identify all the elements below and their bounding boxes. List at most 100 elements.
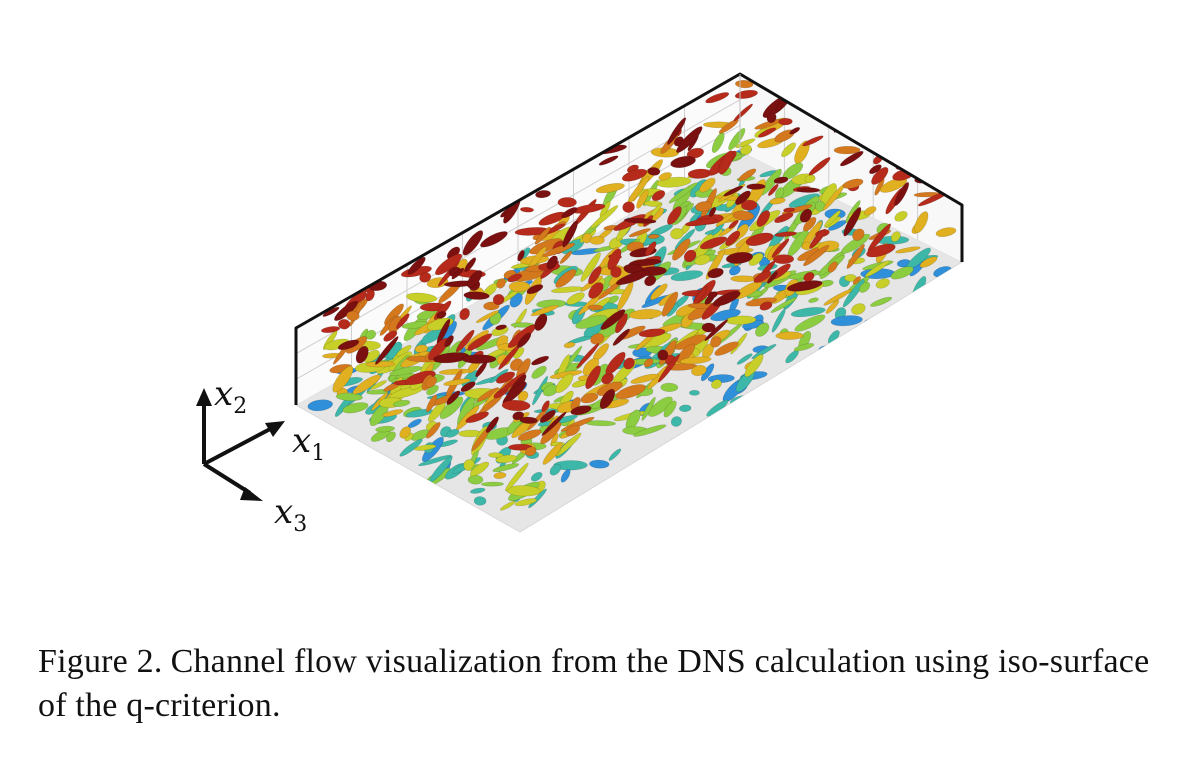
vortex-tube (466, 270, 483, 288)
vortex-tube (638, 328, 666, 338)
vortex-tube (808, 297, 819, 303)
vortex-tube (530, 471, 543, 482)
vortex-tube (542, 442, 563, 465)
vortex-tube (701, 322, 716, 333)
vortex-tube (714, 341, 739, 356)
vortex-tube (668, 182, 698, 204)
vortex-tube (605, 351, 626, 375)
vortex-tube (789, 127, 801, 135)
vortex-tube (833, 145, 861, 155)
vortex-tube (772, 254, 795, 265)
axis-x1-arrow (203, 426, 273, 466)
vortex-tube (676, 343, 696, 364)
vortex-tube (769, 197, 786, 205)
vortex-tube (818, 344, 839, 356)
axis-x3-arrowhead (240, 487, 263, 501)
vortex-tube (588, 282, 604, 299)
vortex-tube (767, 271, 778, 284)
channel-flow-visualization: x2 x1 x3 (196, 72, 964, 537)
vortex-tube (495, 371, 516, 384)
vortex-tube (741, 199, 758, 211)
vortex-tube (753, 270, 772, 283)
vortex-tube (718, 150, 734, 175)
vortex-tube (419, 272, 432, 283)
vortex-tube (705, 92, 730, 104)
vortex-tube (676, 126, 703, 153)
vortex-tube (461, 354, 497, 364)
vortex-tube (608, 236, 624, 250)
vortex-tube (399, 438, 423, 457)
vortex-tube (578, 290, 606, 316)
vortex-tube (444, 335, 454, 348)
vortex-tube (699, 236, 728, 250)
vortex-tube (481, 481, 504, 487)
vortex-tube (712, 290, 741, 307)
vortex-tube (875, 278, 890, 289)
vortex-tube (842, 178, 864, 189)
vortex-tube (744, 354, 764, 378)
vortex-tube (508, 281, 531, 293)
vortex-tube (507, 273, 523, 283)
figure-number: Figure 2. (38, 643, 163, 680)
vortex-tube (770, 296, 798, 314)
vortex-tube (756, 210, 771, 228)
vortex-tube (778, 117, 793, 126)
vortex-tube (734, 190, 751, 205)
vortex-tube (542, 242, 576, 258)
vortex-tube (718, 119, 739, 134)
vortex-tube (575, 315, 608, 329)
vortex-tube (595, 183, 625, 194)
vortex-tube (672, 238, 691, 261)
vortex-tube (492, 463, 520, 473)
vortex-tube (890, 231, 901, 242)
vortex-tube (803, 271, 815, 282)
vortex-tube (863, 206, 877, 216)
vortex-tube (531, 355, 550, 366)
vortex-tube (804, 174, 816, 184)
vortex-tube (337, 339, 360, 351)
vortex-tube (374, 336, 399, 365)
vortex-tube (496, 278, 506, 289)
vortex-tube (839, 150, 864, 167)
vortex-tube (436, 311, 447, 319)
vortex-tube (894, 182, 910, 206)
vortex-tube (585, 365, 601, 390)
vortex-tube (519, 416, 538, 424)
vortex-tube (636, 189, 649, 209)
vortex-tube (599, 388, 616, 410)
vortex-tube (465, 411, 490, 424)
vortex-tube (532, 375, 549, 406)
vortex-tube (615, 270, 650, 286)
vortex-tube (530, 304, 559, 317)
vortex-tube (546, 255, 558, 270)
vortex-tube (684, 218, 718, 227)
vortex-tube (598, 155, 619, 166)
vortex-tube (633, 424, 667, 437)
vortex-tube (445, 428, 460, 438)
vortex-tube (670, 155, 696, 169)
axis-x3-arrow (202, 462, 252, 495)
vortex-tube (608, 448, 622, 461)
vortex-tube (794, 314, 826, 332)
vortex-tube (587, 304, 604, 311)
vortex-tube (852, 276, 862, 285)
vortex-tube (470, 487, 486, 494)
vortex-tube (464, 257, 477, 273)
vortex-tube (493, 472, 507, 479)
vortex-tube (621, 168, 648, 182)
vortex-tube (405, 370, 436, 386)
vortex-tube (590, 205, 619, 229)
vortex-tube (783, 207, 796, 213)
vortex-tube (919, 256, 938, 268)
vortex-tube (670, 416, 682, 427)
vortex-tube (641, 396, 656, 421)
vortex-tube (824, 210, 841, 228)
vortex-tube (830, 315, 863, 327)
vortex-tube (463, 291, 490, 300)
vortex-tube (679, 356, 712, 365)
vortex-tube (755, 322, 770, 337)
vortex-tube (623, 357, 635, 370)
vortex-tube (683, 249, 697, 263)
vortex-tube (746, 183, 766, 190)
vortex-tube (711, 132, 725, 153)
